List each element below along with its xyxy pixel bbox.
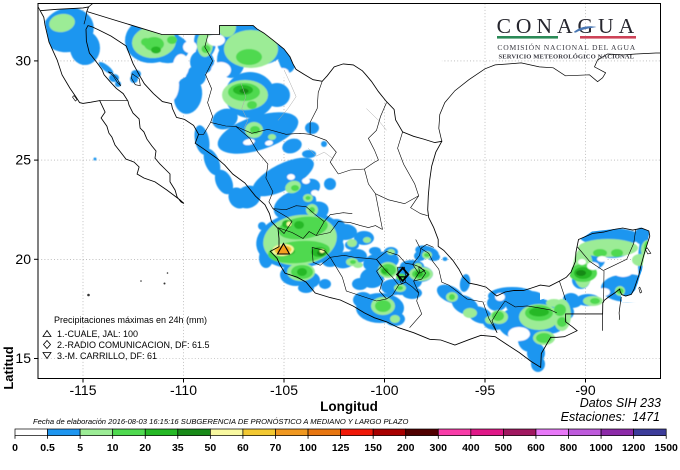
svg-text:Precipitaciones máximas en 24h: Precipitaciones máximas en 24h (mm)	[54, 315, 207, 325]
svg-text:30: 30	[15, 52, 31, 68]
svg-text:Datos SIH 233: Datos SIH 233	[580, 396, 661, 410]
svg-text:2.-RADIO COMUNICACION, DF: 61.: 2.-RADIO COMUNICACION, DF: 61.5	[57, 340, 210, 350]
svg-text:3.-M. CARRILLO, DF: 61: 3.-M. CARRILLO, DF: 61	[57, 351, 157, 361]
svg-text:400: 400	[462, 442, 480, 454]
svg-text:150: 150	[364, 442, 382, 454]
svg-text:-105: -105	[270, 382, 298, 398]
svg-text:800: 800	[560, 442, 578, 454]
svg-text:Latitud: Latitud	[1, 346, 16, 389]
svg-text:-90: -90	[575, 382, 595, 398]
svg-text:60: 60	[237, 442, 249, 454]
svg-text:5: 5	[77, 442, 83, 454]
svg-text:300: 300	[430, 442, 448, 454]
svg-text:Longitud: Longitud	[320, 399, 378, 414]
svg-text:15: 15	[15, 350, 31, 366]
svg-text:10: 10	[107, 442, 119, 454]
svg-text:200: 200	[397, 442, 415, 454]
svg-text:CONAGUA: CONAGUA	[497, 14, 639, 38]
svg-text:0.5: 0.5	[40, 442, 55, 454]
svg-text:1.-CUALE, JAL: 100: 1.-CUALE, JAL: 100	[57, 329, 138, 339]
svg-text:SERVICIO METEOROLÓGICO NACIONA: SERVICIO METEOROLÓGICO NACIONAL	[499, 53, 635, 61]
svg-text:20: 20	[15, 251, 31, 267]
svg-text:70: 70	[270, 442, 282, 454]
svg-text:1500: 1500	[655, 442, 679, 454]
svg-text:125: 125	[332, 442, 350, 454]
svg-text:1000: 1000	[589, 442, 613, 454]
svg-text:-115: -115	[70, 382, 97, 398]
svg-text:35: 35	[172, 442, 184, 454]
svg-text:0: 0	[12, 442, 18, 454]
svg-text:Estaciones: 1471: Estaciones: 1471	[561, 410, 660, 424]
svg-text:Fecha de elaboración 2016-08-0: Fecha de elaboración 2016-08-03 16:15:16…	[33, 417, 408, 426]
svg-text:1200: 1200	[622, 442, 646, 454]
svg-text:-95: -95	[475, 382, 495, 398]
svg-text:600: 600	[527, 442, 545, 454]
svg-text:500: 500	[495, 442, 513, 454]
svg-text:20: 20	[139, 442, 151, 454]
svg-text:-110: -110	[170, 382, 197, 398]
svg-text:25: 25	[15, 152, 31, 168]
svg-text:-100: -100	[370, 382, 398, 398]
svg-text:100: 100	[299, 442, 317, 454]
svg-text:50: 50	[205, 442, 217, 454]
svg-text:COMISIÓN NACIONAL DEL AGUA: COMISIÓN NACIONAL DEL AGUA	[497, 42, 636, 52]
